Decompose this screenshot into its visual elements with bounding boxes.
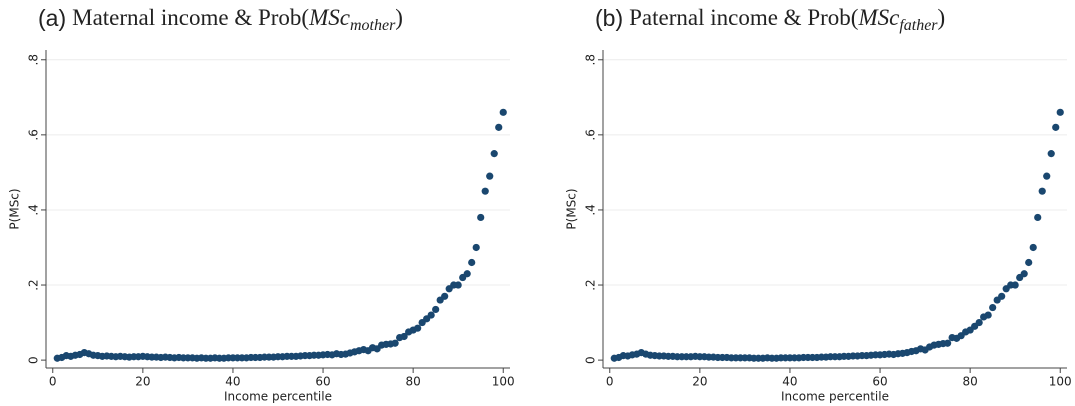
point [477, 213, 485, 222]
x-tick-label: 80 [963, 375, 978, 389]
x-tick-label: 80 [406, 375, 421, 389]
point [427, 311, 435, 319]
x-tick-label: 40 [225, 375, 240, 389]
point [1011, 281, 1019, 289]
title-math: MSc [308, 5, 350, 30]
x-tick-label: 0 [606, 375, 614, 389]
point [486, 172, 494, 180]
point [400, 332, 408, 341]
y-tick-label: .4 [27, 204, 41, 215]
point [441, 292, 449, 300]
point [432, 305, 440, 314]
point [490, 150, 498, 158]
point [1047, 150, 1055, 158]
point [944, 339, 952, 347]
title-subscript: mother [350, 17, 396, 34]
point [1029, 243, 1037, 252]
point [499, 108, 507, 116]
point [481, 187, 489, 195]
x-tick-label: 20 [135, 375, 150, 389]
point [454, 281, 462, 289]
title-math: MSc [857, 5, 899, 30]
title-subscript: father [899, 17, 938, 34]
x-tick-label: 60 [315, 375, 330, 389]
y-tick-label: 0 [27, 356, 41, 364]
y-axis-label: P(MSc) [565, 188, 579, 229]
point [1043, 172, 1051, 180]
x-tick-label: 20 [692, 375, 707, 389]
chart: (b) Paternal income & Prob(MScfather) 0 .2.… [565, 5, 1072, 403]
chart-title: (b) Paternal income & Prob(MScfather) [595, 5, 945, 34]
title-text: Maternal income & Prob( [72, 5, 309, 30]
title-text: Paternal income & Prob( [629, 5, 858, 30]
point [989, 303, 997, 312]
y-tick-label: 0 [584, 356, 598, 364]
y-tick-label: .4 [584, 204, 598, 215]
y-tick-label: .8 [584, 54, 598, 65]
chart: (a) Maternal income & Prob(MScmother) 0 .2.… [8, 5, 515, 403]
x-tick-label: 0 [49, 375, 57, 389]
point [984, 311, 992, 319]
x-axis-label: Income percentile [224, 390, 332, 404]
title-label: (b) [595, 5, 623, 31]
y-tick-label: .6 [584, 129, 598, 140]
x-tick-label: 40 [782, 375, 797, 389]
x-tick-label: 60 [872, 375, 887, 389]
point [1025, 258, 1033, 267]
point [1056, 108, 1064, 116]
point [1052, 123, 1060, 131]
title-close: ) [395, 5, 403, 30]
point [1034, 213, 1042, 222]
y-tick-label: .2 [27, 279, 41, 290]
point [468, 258, 476, 267]
chart-title: (a) Maternal income & Prob(MScmother) [38, 5, 403, 34]
x-axis-label: Income percentile [781, 390, 889, 404]
point [975, 318, 983, 327]
point [998, 292, 1006, 300]
title-close: ) [938, 5, 946, 30]
y-tick-label: .8 [27, 54, 41, 65]
y-tick-label: .6 [27, 129, 41, 140]
y-tick-label: .2 [584, 279, 598, 290]
point [1020, 270, 1028, 278]
point [463, 270, 471, 278]
point [391, 339, 399, 347]
title-label: (a) [38, 5, 66, 31]
x-tick-label: 100 [492, 375, 515, 389]
point [1038, 187, 1046, 195]
point [495, 123, 503, 131]
point [414, 324, 422, 332]
point [472, 243, 480, 252]
y-axis-label: P(MSc) [8, 188, 22, 229]
x-tick-label: 100 [1049, 375, 1072, 389]
